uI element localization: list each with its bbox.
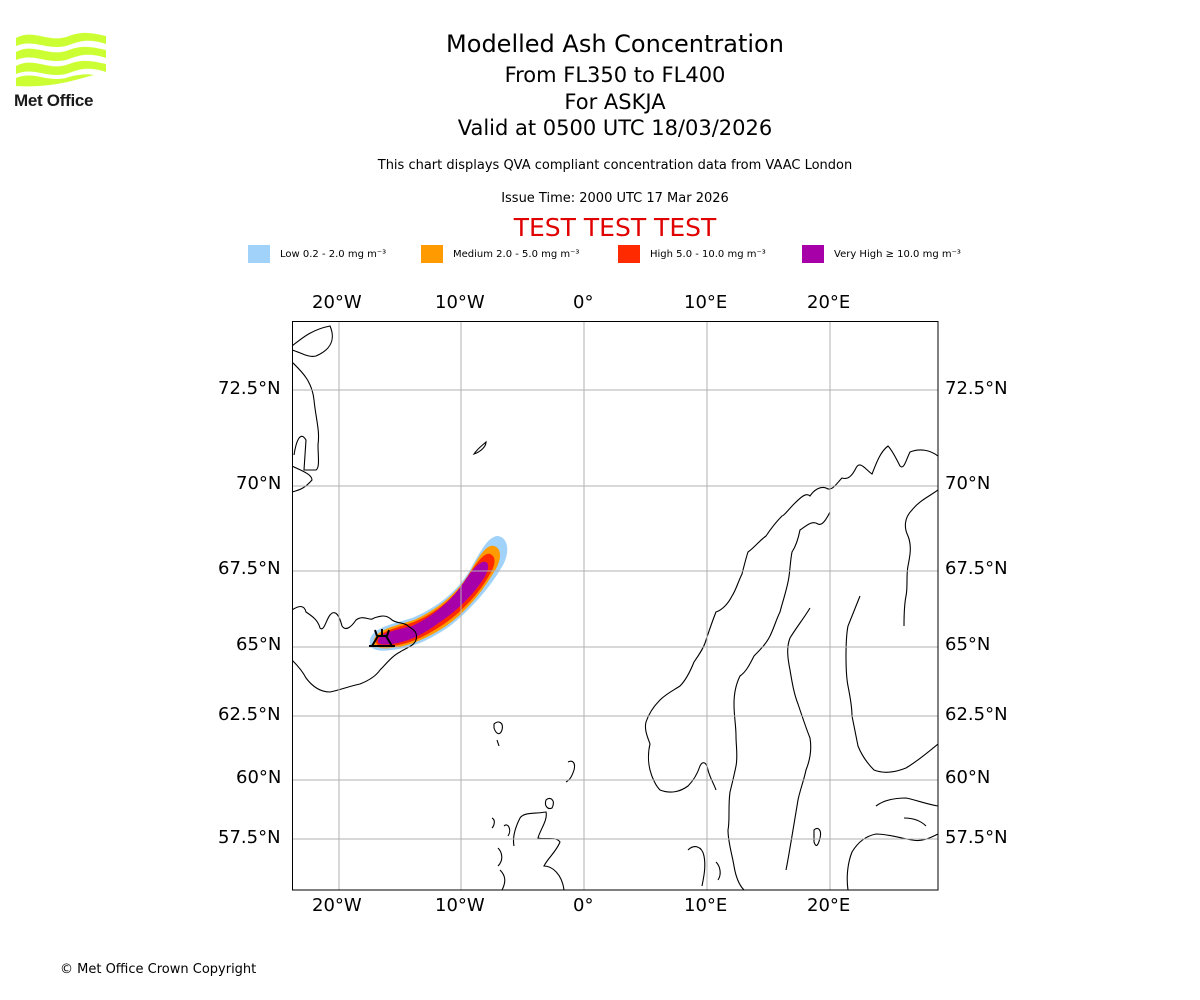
lat-tick-left-67-5: 67.5°N — [218, 558, 281, 579]
volcano-name: For ASKJA — [564, 90, 666, 114]
lat-tick-right-67-5: 67.5°N — [945, 558, 1008, 579]
lon-tick-top-10e: 10°E — [684, 292, 728, 313]
legend-item-very-high: Very High ≥ 10.0 mg m⁻³ — [802, 244, 961, 264]
lon-tick-top-20e: 20°E — [807, 292, 851, 313]
lat-tick-left-60: 60°N — [236, 767, 282, 788]
lon-tick-bottom-10w: 10°W — [435, 895, 485, 916]
lat-tick-right-65: 65°N — [945, 634, 991, 655]
legend-label-medium: Medium 2.0 - 5.0 mg m⁻³ — [453, 248, 580, 260]
lon-tick-top-0: 0° — [573, 292, 594, 313]
border-norway-sweden — [727, 511, 831, 890]
flight-level-range: From FL350 to FL400 — [504, 63, 726, 87]
map-background — [292, 321, 938, 890]
legend-swatch-high — [618, 245, 640, 263]
lat-tick-left-72-5: 72.5°N — [218, 378, 281, 399]
test-banner: TEST TEST TEST — [513, 213, 717, 242]
lon-tick-bottom-20w: 20°W — [312, 895, 362, 916]
coastline-baltics — [846, 797, 938, 890]
coastline-orkney — [544, 797, 554, 810]
chart-subtitle: This chart displays QVA compliant concen… — [377, 158, 853, 173]
lon-tick-top-10w: 10°W — [435, 292, 485, 313]
chart-title: Modelled Ash Concentration — [446, 30, 784, 58]
valid-time: Valid at 0500 UTC 18/03/2026 — [457, 116, 773, 140]
legend-item-low: Low 0.2 - 2.0 mg m⁻³ — [248, 244, 386, 264]
lat-tick-right-62-5: 62.5°N — [945, 704, 1008, 725]
legend-item-medium: Medium 2.0 - 5.0 mg m⁻³ — [421, 244, 579, 264]
coastline-jan-mayen — [472, 440, 487, 456]
legend-swatch-very-high — [802, 245, 824, 263]
lat-tick-right-70: 70°N — [945, 473, 991, 494]
lat-tick-right-60: 60°N — [945, 767, 991, 788]
ash-plume-very-high — [377, 561, 489, 645]
graticule — [292, 321, 938, 890]
lat-tick-left-70: 70°N — [236, 473, 282, 494]
copyright: © Met Office Crown Copyright — [60, 962, 257, 977]
volcano-icon — [369, 629, 395, 647]
coastline-scandinavia — [644, 445, 938, 793]
ash-plume-low — [369, 536, 508, 651]
border-finland-russia — [903, 489, 938, 627]
legend-swatch-low — [248, 245, 270, 263]
met-office-logo: Met Office — [14, 30, 109, 112]
coastline-gotland — [813, 827, 822, 847]
coastline-faroe — [493, 721, 503, 747]
lon-tick-bottom-10e: 10°E — [684, 895, 728, 916]
legend-label-high: High 5.0 - 10.0 mg m⁻³ — [650, 248, 766, 260]
met-office-wave-logo-icon — [16, 32, 106, 87]
map-frame — [292, 321, 939, 891]
lat-tick-left-62-5: 62.5°N — [218, 704, 281, 725]
legend-swatch-medium — [421, 245, 443, 263]
lon-tick-bottom-20e: 20°E — [807, 895, 851, 916]
legend-label-low: Low 0.2 - 2.0 mg m⁻³ — [280, 248, 387, 260]
coastline-denmark — [687, 846, 721, 887]
ash-plume-medium — [373, 545, 500, 649]
legend-label-very-high: Very High ≥ 10.0 mg m⁻³ — [834, 248, 961, 260]
lat-tick-left-57-5: 57.5°N — [218, 827, 281, 848]
lat-tick-right-57-5: 57.5°N — [945, 827, 1008, 848]
coastline-greenland — [292, 325, 333, 493]
lat-tick-left-65: 65°N — [236, 634, 282, 655]
logo-text: Met Office — [14, 91, 94, 110]
ash-map — [292, 321, 939, 891]
issue-time: Issue Time: 2000 UTC 17 Mar 2026 — [501, 191, 729, 206]
lon-tick-bottom-0: 0° — [573, 895, 594, 916]
legend-item-high: High 5.0 - 10.0 mg m⁻³ — [618, 244, 766, 264]
lon-tick-top-20w: 20°W — [312, 292, 362, 313]
lat-tick-right-72-5: 72.5°N — [945, 378, 1008, 399]
coastline-iceland — [292, 605, 418, 693]
